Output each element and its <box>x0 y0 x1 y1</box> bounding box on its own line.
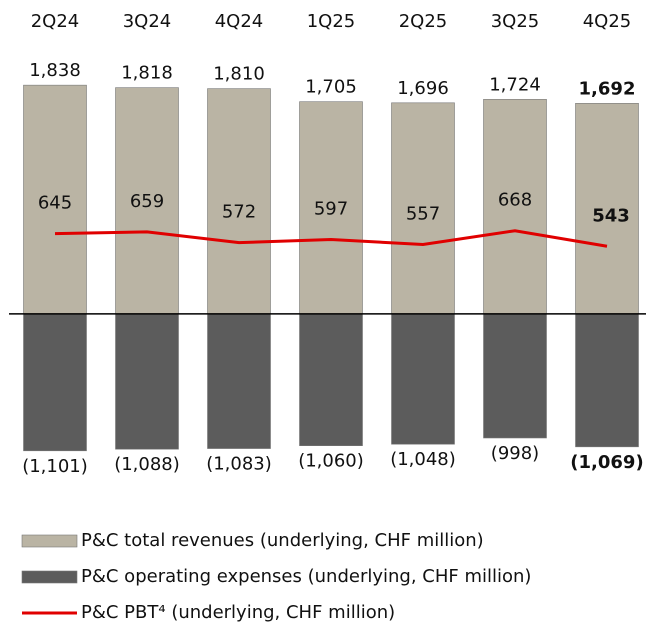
x-tick-label: 1Q25 <box>307 11 356 32</box>
bar <box>207 88 271 315</box>
bar <box>483 313 547 439</box>
data-label: 543 <box>592 205 630 226</box>
bar <box>207 313 271 449</box>
data-label: 659 <box>130 191 164 212</box>
data-label: 557 <box>406 204 440 225</box>
bar <box>115 313 179 450</box>
data-label: 572 <box>222 202 256 223</box>
legend-label: P&C operating expenses (underlying, CHF … <box>81 566 531 587</box>
x-tick-label: 4Q25 <box>583 11 632 32</box>
bar <box>575 313 639 448</box>
data-label: 1,705 <box>305 77 357 98</box>
data-label: 1,696 <box>397 78 449 99</box>
data-label: (1,088) <box>114 454 180 475</box>
data-label: 597 <box>314 199 348 220</box>
legend-label: P&C total revenues (underlying, CHF mill… <box>81 530 484 551</box>
data-label: (1,048) <box>390 449 456 470</box>
line <box>54 229 608 248</box>
x-tick-label: 2Q24 <box>31 11 80 32</box>
data-label: 1,810 <box>213 64 265 85</box>
bar <box>23 84 87 315</box>
data-label: 1,818 <box>121 63 173 84</box>
bar <box>391 313 455 445</box>
data-label: 1,838 <box>29 60 81 81</box>
bar <box>299 101 363 315</box>
data-label: (1,083) <box>206 454 272 475</box>
legend-swatch <box>21 570 78 584</box>
data-label: 1,692 <box>579 78 636 99</box>
x-tick-label: 3Q24 <box>123 11 172 32</box>
data-label: 668 <box>498 190 532 211</box>
bar <box>391 102 455 315</box>
bar <box>299 313 363 446</box>
bar <box>483 99 547 315</box>
data-label: (998) <box>491 443 539 464</box>
data-label: 1,724 <box>489 74 541 95</box>
bar <box>115 87 179 315</box>
x-tick-label: 3Q25 <box>491 11 540 32</box>
data-label: 645 <box>38 193 72 214</box>
bar <box>23 313 87 452</box>
data-label: (1,060) <box>298 451 364 472</box>
bar <box>575 103 639 315</box>
legend-swatch <box>21 534 78 548</box>
x-tick-label: 4Q24 <box>215 11 264 32</box>
legend-label: P&C PBT⁴ (underlying, CHF million) <box>81 602 395 623</box>
data-label: (1,069) <box>570 452 643 473</box>
x-tick-label: 2Q25 <box>399 11 448 32</box>
data-label: (1,101) <box>22 456 88 477</box>
